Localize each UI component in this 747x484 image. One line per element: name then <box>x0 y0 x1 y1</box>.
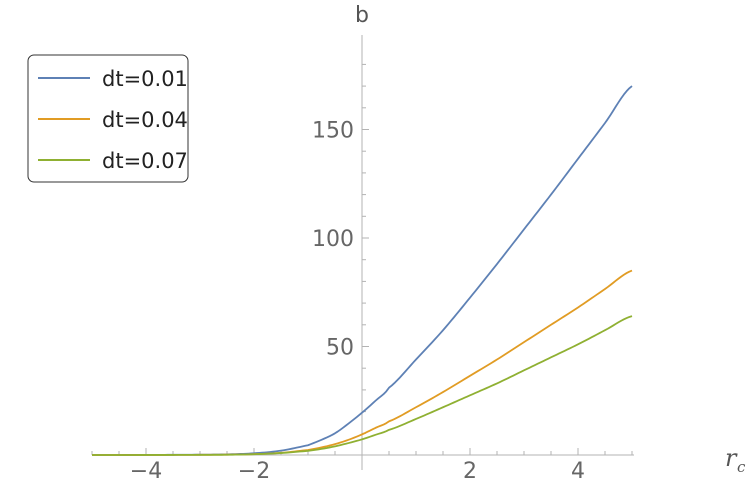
y-axis-label: b <box>355 3 369 28</box>
series-layer <box>92 85 633 456</box>
y-tick-label: 150 <box>312 119 354 144</box>
y-tick-label: 50 <box>326 336 354 361</box>
legend: dt=0.01 dt=0.04 dt=0.07 <box>27 54 189 183</box>
legend-label-2: dt=0.04 <box>102 108 188 132</box>
legend-label-1: dt=0.01 <box>102 67 188 91</box>
x-tick-label: −4 <box>130 459 162 484</box>
x-axis-label-subscript: c <box>737 458 746 476</box>
series-line-3 <box>92 315 633 456</box>
labels-layer: −4 −2 2 4 50 100 150 b r c <box>130 3 746 484</box>
y-tick-label: 100 <box>312 227 354 252</box>
x-tick-label: 2 <box>463 459 477 484</box>
x-tick-label: 4 <box>571 459 585 484</box>
x-tick-label: −2 <box>238 459 270 484</box>
x-axis-label: r <box>725 444 738 472</box>
legend-label-3: dt=0.07 <box>102 149 188 173</box>
legend-box <box>27 54 189 183</box>
